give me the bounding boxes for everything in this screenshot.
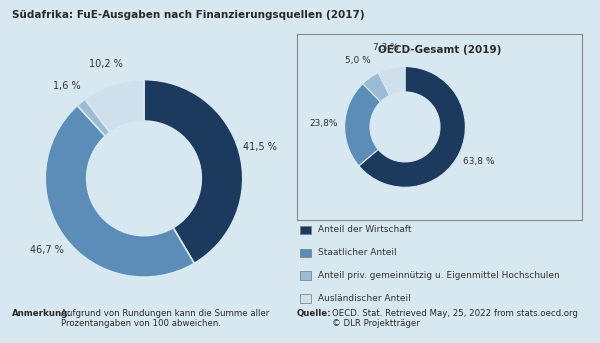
Text: 63,8 %: 63,8 % <box>463 157 495 166</box>
Wedge shape <box>77 99 110 136</box>
Wedge shape <box>363 73 389 102</box>
Wedge shape <box>359 67 466 187</box>
Wedge shape <box>45 106 194 277</box>
Text: Anteil der Wirtschaft: Anteil der Wirtschaft <box>318 225 412 234</box>
Text: Südafrika: FuE-Ausgaben nach Finanzierungsquellen (2017): Südafrika: FuE-Ausgaben nach Finanzierun… <box>12 10 365 20</box>
Text: OECD-Gesamt (2019): OECD-Gesamt (2019) <box>378 45 501 55</box>
Text: Anteil priv. gemeinnützig u. Eigenmittel Hochschulen: Anteil priv. gemeinnützig u. Eigenmittel… <box>318 271 560 280</box>
Text: 1,6 %: 1,6 % <box>53 81 81 91</box>
Text: 23,8%: 23,8% <box>310 119 338 128</box>
Text: 10,2 %: 10,2 % <box>89 59 123 69</box>
Text: 7,3 %: 7,3 % <box>373 43 399 52</box>
Text: Anmerkung:: Anmerkung: <box>12 309 72 318</box>
Wedge shape <box>144 80 243 263</box>
Wedge shape <box>85 80 144 132</box>
Text: OECD. Stat. Retrieved May, 25, 2022 from stats.oecd.org
© DLR Projektträger: OECD. Stat. Retrieved May, 25, 2022 from… <box>332 309 578 328</box>
Text: Staatlicher Anteil: Staatlicher Anteil <box>318 248 397 257</box>
Text: Aufgrund von Rundungen kann die Summe aller
Prozentangaben von 100 abweichen.: Aufgrund von Rundungen kann die Summe al… <box>61 309 269 328</box>
Text: Quelle:: Quelle: <box>297 309 332 318</box>
Text: 46,7 %: 46,7 % <box>30 245 64 255</box>
Text: 5,0 %: 5,0 % <box>344 56 370 65</box>
Text: 41,5 %: 41,5 % <box>244 142 277 152</box>
Wedge shape <box>378 67 405 95</box>
Text: Ausländischer Anteil: Ausländischer Anteil <box>318 294 411 303</box>
Wedge shape <box>344 84 380 166</box>
